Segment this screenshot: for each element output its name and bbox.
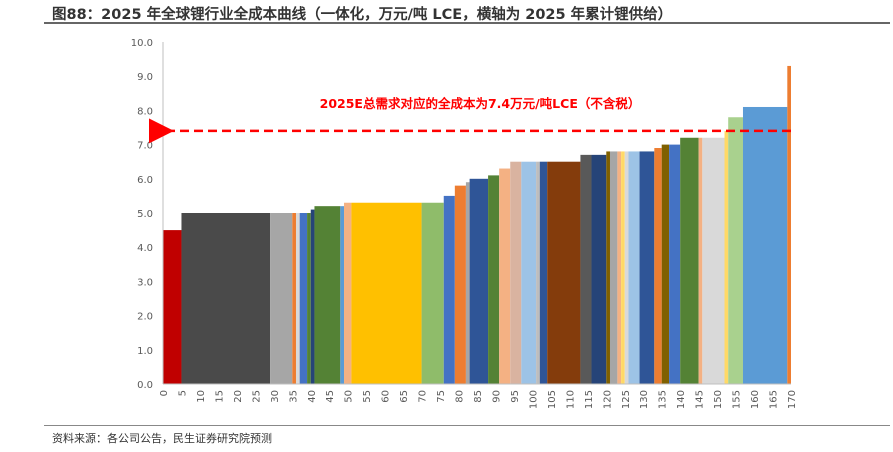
x-tick-label: 20	[233, 390, 244, 403]
y-tick-label: 6.0	[137, 175, 153, 186]
y-tick-label: 5.0	[137, 209, 153, 220]
cost-bar-8	[310, 209, 315, 384]
x-tick-label: 90	[491, 390, 502, 403]
x-tick-label: 55	[362, 390, 373, 403]
cost-bar-16	[465, 182, 470, 384]
cost-bar-39	[702, 137, 725, 384]
x-tick-label: 165	[769, 390, 780, 409]
x-tick-label: 125	[621, 390, 632, 409]
cost-bar-34	[654, 148, 662, 384]
x-tick-label: 30	[270, 390, 281, 403]
y-tick-label: 10.0	[131, 38, 153, 49]
x-tick-label: 170	[787, 390, 798, 409]
cost-bar-41	[728, 117, 743, 385]
cost-bar-6	[299, 213, 308, 384]
axes-group: 0.0 1.0 2.0 3.0 4.0 5.0 6.0 7.0 8.0 9.0 10.0 0 5 10 15…	[131, 38, 798, 409]
x-tick-label: 65	[399, 390, 410, 403]
cost-bar-11	[344, 202, 352, 384]
cost-bar-33	[639, 151, 655, 384]
x-tick-label: 150	[713, 390, 724, 409]
cost-bar-17	[469, 178, 489, 384]
x-tick-label: 160	[750, 390, 761, 409]
x-tick-label: 135	[658, 390, 669, 409]
x-tick-label: 15	[214, 390, 225, 403]
x-tick-label: 110	[565, 390, 576, 409]
x-tick-label: 85	[473, 390, 484, 403]
cost-bar-15	[454, 185, 466, 384]
cost-bar-42	[742, 106, 788, 384]
y-tick-label: 9.0	[137, 72, 153, 83]
reference-annotation: 2025E总需求对应的全成本为7.4万元/吨LCE（不含税）	[320, 96, 641, 111]
cost-bar-12	[351, 202, 422, 384]
chart-title: 图88：2025 年全球锂行业全成本曲线（一体化，万元/吨 LCE，横轴为 20…	[52, 7, 673, 23]
y-tick-label: 0.0	[137, 380, 153, 391]
cost-bar-24	[547, 161, 581, 384]
y-tick-label: 7.0	[137, 141, 153, 152]
source-note: 资料来源：各公司公告，民生证券研究院预测	[52, 432, 272, 445]
cost-bar-38	[698, 137, 703, 384]
cost-bar-20	[510, 161, 522, 384]
cost-bar-18	[488, 175, 500, 384]
cost-bar-28	[609, 151, 618, 384]
y-tick-label: 3.0	[137, 277, 153, 288]
cost-bar-10	[340, 206, 345, 384]
x-tick-label: 25	[251, 390, 262, 403]
cost-bar-30	[621, 151, 625, 384]
cost-bar-32	[628, 151, 640, 384]
cost-bar-19	[499, 168, 511, 384]
cost-bar-14	[443, 195, 455, 384]
cost-bar-7	[307, 213, 311, 384]
x-tick-label: 140	[676, 390, 687, 409]
x-tick-label: 40	[307, 390, 318, 403]
cost-bar-23	[539, 161, 548, 384]
cost-bar-36	[669, 144, 681, 384]
x-tick-label: 45	[325, 390, 336, 403]
reference-line-group: 2025E总需求对应的全成本为7.4万元/吨LCE（不含税）	[149, 96, 791, 144]
x-tick-label: 130	[639, 390, 650, 409]
x-tick-label: 80	[455, 390, 466, 403]
cost-bar-43	[787, 65, 791, 384]
x-tick-label: 95	[510, 390, 521, 403]
x-tick-label: 100	[528, 390, 539, 409]
source-divider	[44, 425, 890, 426]
cost-bar-29	[617, 151, 622, 384]
cost-bar-26	[591, 154, 607, 384]
x-tick-label: 105	[547, 390, 558, 409]
y-tick-label: 1.0	[137, 346, 153, 357]
title-divider	[44, 22, 890, 24]
cost-bar-3	[270, 213, 293, 384]
x-tick-label: 145	[695, 390, 706, 409]
x-tick-label: 60	[381, 390, 392, 403]
cost-bar-13	[421, 202, 444, 384]
x-tick-label: 75	[436, 390, 447, 403]
y-tick-label: 8.0	[137, 106, 153, 117]
cost-bar-25	[580, 154, 592, 384]
cost-bar-1	[163, 230, 182, 384]
x-tick-label: 0	[159, 390, 170, 396]
x-tick-label: 10	[196, 390, 207, 403]
cost-bar-31	[624, 151, 629, 384]
cost-bar-37	[680, 137, 699, 384]
x-tick-label: 115	[584, 390, 595, 409]
y-tick-label: 2.0	[137, 312, 153, 323]
cost-bar-21	[521, 161, 537, 384]
cost-bar-40	[724, 130, 729, 384]
x-tick-label: 5	[177, 390, 188, 396]
cost-bar-4	[292, 213, 296, 384]
x-tick-label: 70	[418, 390, 429, 403]
x-tick-label: 120	[602, 390, 613, 409]
cost-bar-27	[606, 151, 610, 384]
cost-bar-9	[314, 206, 341, 384]
cost-bar-22	[536, 161, 540, 384]
y-tick-label: 4.0	[137, 243, 153, 254]
cost-bar-5	[295, 213, 300, 384]
x-tick-label: 50	[344, 390, 355, 403]
cost-bar-35	[661, 144, 670, 384]
cost-bar-2	[181, 213, 271, 384]
cost-curve-chart: 0.0 1.0 2.0 3.0 4.0 5.0 6.0 7.0 8.0 9.0 10.0 0 5 10 15…	[131, 38, 798, 409]
x-tick-label: 35	[288, 390, 299, 403]
bars-group	[163, 65, 791, 385]
x-tick-label: 155	[732, 390, 743, 409]
